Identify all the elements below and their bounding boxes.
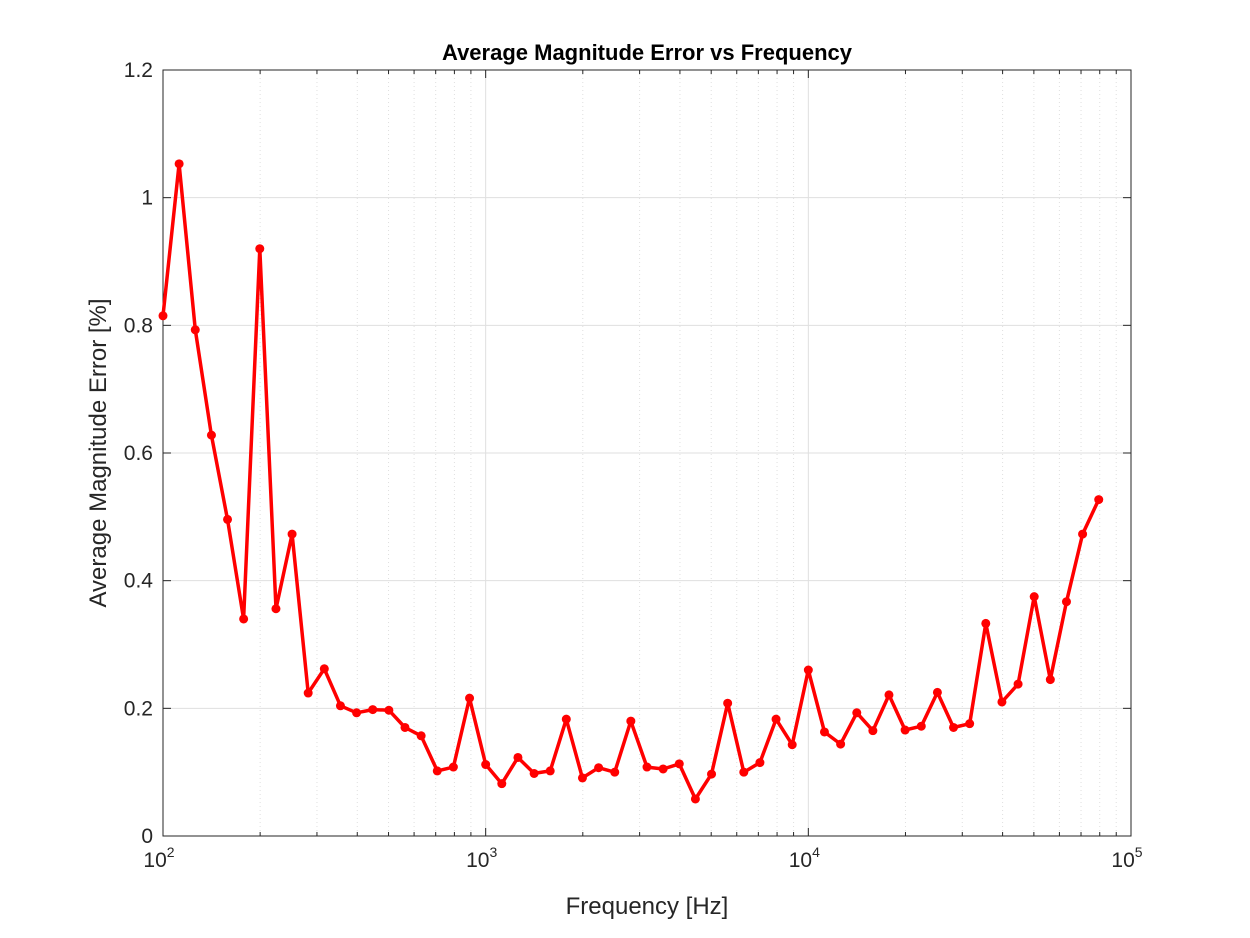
y-tick-label: 0.2 [124,697,153,720]
data-point [803,665,813,675]
data-point [900,725,910,735]
data-point [916,721,926,731]
data-point [755,758,765,768]
series-group [158,159,1104,804]
data-point [335,701,345,711]
y-tick-label: 0.6 [124,442,153,465]
data-point [707,769,717,779]
data-point [610,767,620,777]
chart-title: Average Magnitude Error vs Frequency [442,40,853,65]
data-point [319,664,329,674]
data-point [174,159,184,169]
x-tick-label: 105 [1111,844,1142,872]
data-point [497,779,507,789]
data-point [949,722,959,732]
data-point [465,693,475,703]
data-point [481,760,491,770]
data-point [432,766,442,776]
data-point [513,752,523,762]
data-point [690,794,700,804]
data-point [884,690,894,700]
y-axis-label: Average Magnitude Error [%] [85,298,112,607]
data-point [626,716,636,726]
data-point [836,739,846,749]
y-tick-label: 0.8 [124,314,153,337]
data-point [932,687,942,697]
x-axis-label: Frequency [Hz] [566,893,729,920]
data-point [787,740,797,750]
data-point [577,773,587,783]
data-point [255,244,265,254]
data-point [642,762,652,772]
x-tick-labels: 102 103 104 105 [143,844,1142,872]
data-point [368,705,378,715]
y-tick-label: 0 [141,825,153,848]
data-point [287,529,297,539]
x-tick-label: 104 [789,844,820,872]
data-point [239,614,249,624]
y-tick-label: 1.2 [124,59,153,82]
data-point [1061,597,1071,607]
x-tick-label: 103 [466,844,497,872]
y-tick-label: 1 [141,187,153,210]
data-point [674,759,684,769]
data-point [384,705,394,715]
data-point [723,698,733,708]
data-point [400,722,410,732]
data-point [545,766,555,776]
data-point [561,714,571,724]
data-point [416,731,426,741]
x-tick-label: 102 [143,844,174,872]
data-point [1078,529,1088,539]
data-point [1013,679,1023,689]
data-point [739,767,749,777]
data-point [303,688,313,698]
data-point [852,708,862,718]
data-point [1045,675,1055,685]
data-point [223,514,233,524]
data-point [997,697,1007,707]
data-point [965,719,975,729]
data-point [448,762,458,772]
data-point [206,430,216,440]
data-point [868,726,878,736]
tick-marks [162,69,1132,837]
data-point [271,604,281,614]
data-point [529,768,539,778]
data-point [594,763,604,773]
y-tick-label: 0.4 [124,570,154,593]
y-tick-labels: 0 0.2 0.4 0.6 0.8 1 1.2 [124,59,154,848]
data-point [771,714,781,724]
data-point [190,325,200,335]
data-point [1029,592,1039,602]
data-point [352,708,362,718]
data-point [981,618,991,628]
data-point [658,764,668,774]
data-point [158,311,168,321]
data-point [1094,495,1104,505]
data-point [819,727,829,737]
